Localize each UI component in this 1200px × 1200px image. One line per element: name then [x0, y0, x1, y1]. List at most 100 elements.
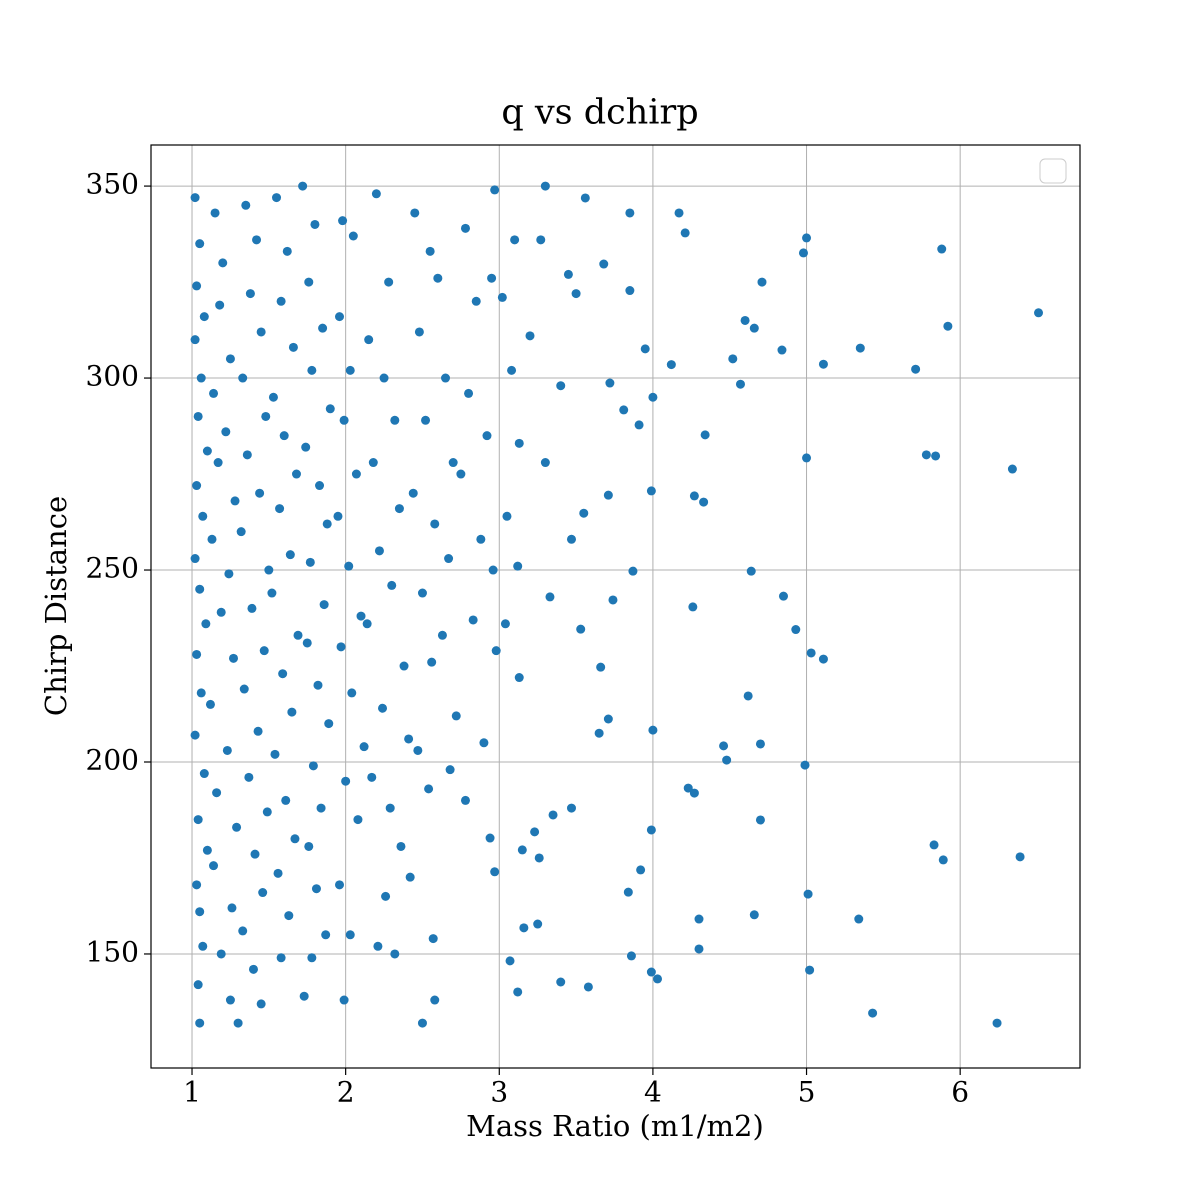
point	[594, 728, 604, 738]
point	[464, 388, 474, 398]
point	[345, 930, 355, 940]
y-tick-label: 300	[86, 360, 139, 393]
point	[305, 557, 315, 567]
point	[507, 365, 517, 375]
point	[225, 995, 235, 1005]
point	[302, 638, 312, 648]
point	[514, 438, 524, 448]
point	[256, 999, 266, 1009]
point	[307, 953, 317, 963]
point	[190, 335, 200, 345]
point	[623, 887, 633, 897]
point	[247, 603, 257, 613]
point	[596, 662, 606, 672]
point	[387, 580, 397, 590]
point	[273, 868, 283, 878]
point	[259, 646, 269, 656]
point	[749, 910, 759, 920]
point	[258, 888, 268, 898]
point	[348, 231, 358, 241]
point	[396, 841, 406, 851]
point	[540, 181, 550, 191]
point	[636, 865, 646, 875]
point	[404, 734, 414, 744]
point	[205, 699, 215, 709]
point	[441, 373, 451, 383]
point	[195, 907, 205, 917]
points	[190, 181, 1044, 1028]
point	[689, 491, 699, 501]
point	[448, 458, 458, 468]
point	[680, 228, 690, 238]
point	[298, 181, 308, 191]
point	[599, 259, 609, 269]
point	[468, 615, 478, 625]
x-axis-label: Mass Ratio (m1/m2)	[466, 1109, 764, 1143]
point	[479, 738, 489, 748]
point	[992, 1018, 1002, 1028]
point	[190, 730, 200, 740]
point	[233, 1018, 243, 1028]
point	[626, 951, 636, 961]
point	[321, 930, 331, 940]
point	[430, 519, 440, 529]
point	[390, 415, 400, 425]
point	[192, 649, 202, 659]
point	[192, 880, 202, 890]
point	[444, 554, 454, 564]
point	[428, 934, 438, 944]
point	[674, 208, 684, 218]
point	[405, 872, 415, 882]
point	[802, 453, 812, 463]
point	[433, 273, 443, 283]
point	[374, 546, 384, 556]
point	[281, 795, 291, 805]
point	[634, 420, 644, 430]
point	[198, 511, 208, 521]
point	[854, 914, 864, 924]
point	[239, 684, 249, 694]
point	[603, 714, 613, 724]
point	[228, 653, 238, 663]
point	[381, 891, 391, 901]
point	[648, 392, 658, 402]
point	[209, 388, 219, 398]
point	[666, 360, 676, 370]
point	[230, 496, 240, 506]
point	[460, 795, 470, 805]
point	[571, 289, 581, 299]
point	[245, 289, 255, 299]
point	[502, 511, 512, 521]
point	[694, 944, 704, 954]
point	[202, 845, 212, 855]
point	[646, 967, 656, 977]
chart-title: q vs dchirp	[501, 93, 698, 133]
point	[193, 815, 203, 825]
point	[279, 431, 289, 441]
point	[212, 788, 222, 798]
point	[307, 365, 317, 375]
point	[261, 411, 271, 421]
point	[566, 803, 576, 813]
point	[755, 815, 765, 825]
point	[275, 504, 285, 514]
point	[267, 588, 277, 598]
x-tick-label: 2	[337, 1076, 355, 1109]
point	[735, 379, 745, 389]
point	[201, 619, 211, 629]
point	[199, 769, 209, 779]
point	[563, 269, 573, 279]
point	[236, 527, 246, 537]
point	[777, 345, 787, 355]
point	[413, 745, 423, 755]
point	[519, 923, 529, 933]
point	[580, 193, 590, 203]
point	[525, 331, 535, 341]
point	[510, 235, 520, 245]
point	[199, 312, 209, 322]
point	[213, 458, 223, 468]
point	[818, 359, 828, 369]
point	[315, 481, 325, 491]
point	[319, 600, 329, 610]
